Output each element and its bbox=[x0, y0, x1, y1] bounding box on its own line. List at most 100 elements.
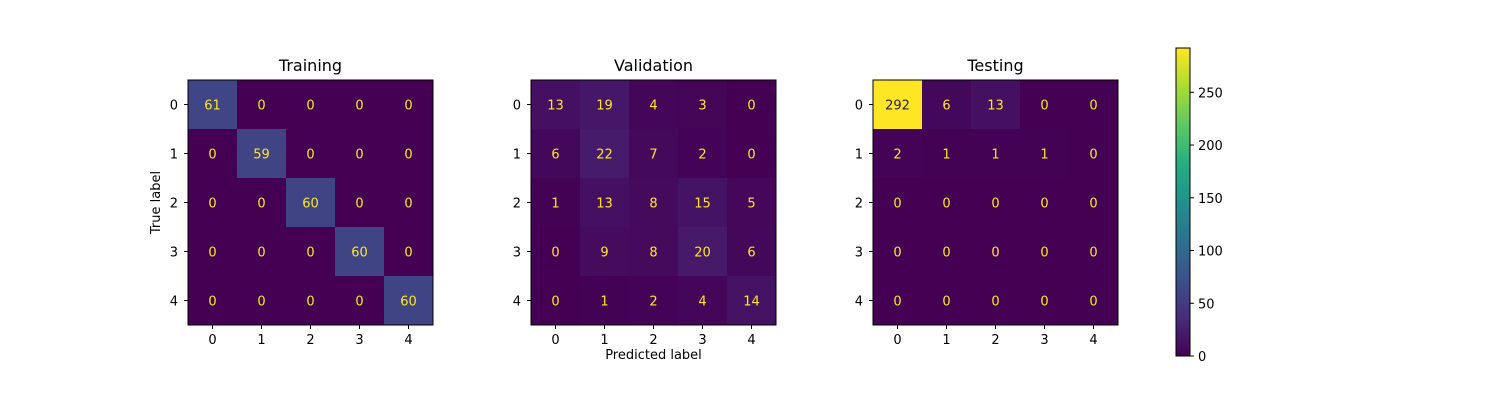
heatmap-cell bbox=[531, 178, 581, 228]
cell-value-label: 0 bbox=[257, 295, 265, 310]
cell-value-label: 0 bbox=[355, 295, 363, 310]
heatmap-cell bbox=[286, 129, 336, 179]
cell-value-label: 22 bbox=[596, 148, 613, 163]
cell-value-label: 0 bbox=[355, 148, 363, 163]
heatmap-cell bbox=[580, 227, 630, 277]
x-tick-label: 4 bbox=[747, 333, 755, 348]
x-tick-label: 0 bbox=[893, 333, 901, 348]
panel-title: Testing bbox=[966, 56, 1023, 75]
cell-value-label: 13 bbox=[987, 99, 1004, 114]
panel-validation: 13 19 4 3 06 22 7 2 01 13 8 15 50 9 8 20 60 1 2 4 14Validati… bbox=[513, 56, 777, 363]
cell-value-label: 3 bbox=[698, 99, 706, 114]
heatmap-cell bbox=[531, 276, 581, 326]
heatmap-cell bbox=[188, 178, 238, 228]
heatmap-cell bbox=[727, 129, 777, 179]
cell-value-label: 13 bbox=[596, 197, 613, 212]
x-tick-label: 3 bbox=[698, 333, 706, 348]
panel-title: Training bbox=[278, 56, 342, 75]
cell-value-label: 0 bbox=[893, 246, 901, 261]
cell-value-label: 60 bbox=[351, 246, 368, 261]
heatmap-cell bbox=[1069, 80, 1119, 130]
heatmap-cell bbox=[188, 227, 238, 277]
y-tick-label: 1 bbox=[170, 148, 178, 163]
heatmap-cell bbox=[727, 178, 777, 228]
cell-value-label: 0 bbox=[257, 246, 265, 261]
y-tick-label: 3 bbox=[513, 246, 521, 261]
heatmap-cell bbox=[237, 80, 287, 130]
y-tick-label: 2 bbox=[513, 197, 521, 212]
x-tick-label: 0 bbox=[208, 333, 216, 348]
cell-value-label: 0 bbox=[893, 295, 901, 310]
heatmap-cell bbox=[1069, 178, 1119, 228]
cell-value-label: 0 bbox=[306, 99, 314, 114]
heatmap-cell bbox=[1020, 178, 1070, 228]
cell-value-label: 0 bbox=[1089, 148, 1097, 163]
cell-value-label: 0 bbox=[306, 148, 314, 163]
heatmap-cell bbox=[629, 129, 679, 179]
panel-training: 61 0 0 0 0 0 59 0 0 0 0 0 60 0 0 0 0 0 60 0 0 0 0 0 60 Training 0 0… bbox=[149, 56, 434, 348]
x-tick-label: 2 bbox=[991, 333, 999, 348]
heatmap-cell bbox=[580, 129, 630, 179]
cell-value-label: 4 bbox=[649, 99, 657, 114]
cell-value-label: 0 bbox=[306, 295, 314, 310]
heatmap-cell bbox=[580, 276, 630, 326]
cell-value-label: 0 bbox=[404, 246, 412, 261]
heatmap-cell bbox=[922, 80, 972, 130]
cell-value-label: 0 bbox=[991, 295, 999, 310]
heatmap-cell bbox=[1020, 276, 1070, 326]
cell-value-label: 0 bbox=[1089, 99, 1097, 114]
cell-value-label: 0 bbox=[747, 99, 755, 114]
cell-value-label: 1 bbox=[600, 295, 608, 310]
heatmap-cell bbox=[629, 227, 679, 277]
cell-value-label: 8 bbox=[649, 197, 657, 212]
y-tick-label: 2 bbox=[855, 197, 863, 212]
heatmap-cell bbox=[1020, 227, 1070, 277]
heatmap-cell bbox=[971, 276, 1021, 326]
cell-value-label: 0 bbox=[1089, 295, 1097, 310]
cell-value-label: 0 bbox=[1040, 246, 1048, 261]
heatmap-cell bbox=[727, 276, 777, 326]
y-tick-label: 1 bbox=[513, 148, 521, 163]
colorbar-tick-label: 0 bbox=[1198, 350, 1206, 365]
cell-value-label: 1 bbox=[991, 148, 999, 163]
heatmap-cell bbox=[384, 178, 434, 228]
cell-value-label: 0 bbox=[257, 99, 265, 114]
cell-value-label: 0 bbox=[893, 197, 901, 212]
heatmap-cell bbox=[237, 178, 287, 228]
heatmap-cell bbox=[922, 276, 972, 326]
cell-value-label: 2 bbox=[893, 148, 901, 163]
cell-value-label: 0 bbox=[208, 246, 216, 261]
cell-value-label: 0 bbox=[355, 99, 363, 114]
heatmap-cell bbox=[384, 227, 434, 277]
cell-value-label: 0 bbox=[257, 197, 265, 212]
cell-value-label: 14 bbox=[743, 295, 760, 310]
heatmap-cell bbox=[384, 129, 434, 179]
cell-value-label: 7 bbox=[649, 148, 657, 163]
heatmap-cell bbox=[873, 227, 923, 277]
heatmap-cell bbox=[922, 178, 972, 228]
heatmap-cell bbox=[188, 129, 238, 179]
cell-value-label: 0 bbox=[551, 246, 559, 261]
cell-value-label: 0 bbox=[208, 148, 216, 163]
cell-value-label: 0 bbox=[551, 295, 559, 310]
cell-value-label: 6 bbox=[747, 246, 755, 261]
heatmap-cell bbox=[1020, 129, 1070, 179]
y-tick-label: 3 bbox=[855, 246, 863, 261]
heatmap-cell bbox=[237, 276, 287, 326]
cell-value-label: 5 bbox=[747, 197, 755, 212]
cell-value-label: 60 bbox=[400, 295, 417, 310]
cell-value-label: 1 bbox=[551, 197, 559, 212]
y-tick-label: 3 bbox=[170, 246, 178, 261]
heatmap-cell bbox=[531, 129, 581, 179]
y-tick-label: 2 bbox=[170, 197, 178, 212]
heatmap-cell bbox=[678, 80, 728, 130]
heatmap-cell bbox=[971, 227, 1021, 277]
heatmap-cell bbox=[580, 80, 630, 130]
cell-value-label: 9 bbox=[600, 246, 608, 261]
cell-value-label: 0 bbox=[1040, 197, 1048, 212]
heatmap-cell bbox=[384, 80, 434, 130]
x-tick-label: 3 bbox=[355, 333, 363, 348]
cell-value-label: 2 bbox=[649, 295, 657, 310]
cell-value-label: 0 bbox=[991, 246, 999, 261]
